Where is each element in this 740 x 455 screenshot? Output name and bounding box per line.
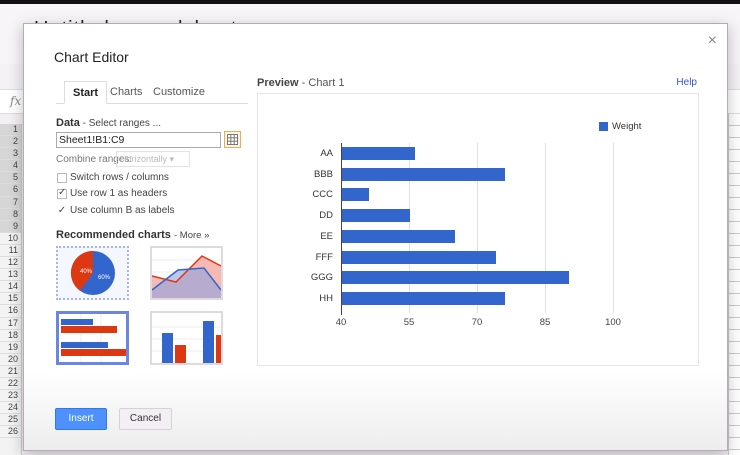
- thumbnail-bar-chart[interactable]: [56, 311, 129, 365]
- row-header[interactable]: 18: [0, 330, 21, 342]
- x-axis-tick-label: 70: [471, 316, 483, 328]
- switch-rows-columns-option[interactable]: Switch rows / columns: [57, 172, 169, 183]
- row-headers: 1 2 3 4 5 6 7 8 9 10 11 12 13 14 15 16 17 18 19 20 21 22 23 24 2…: [0, 124, 22, 455]
- row-header[interactable]: 8: [0, 208, 21, 221]
- bar-ccc: [342, 188, 370, 202]
- row-header[interactable]: 14: [0, 281, 21, 294]
- cancel-button[interactable]: Cancel: [119, 408, 172, 430]
- category-label: AA: [320, 148, 333, 159]
- use-row1-headers-option[interactable]: ✓ Use row 1 as headers: [57, 186, 168, 199]
- row-header[interactable]: 19: [0, 342, 21, 354]
- gridline: [409, 143, 410, 313]
- row-header[interactable]: 13: [0, 269, 21, 282]
- row-header[interactable]: 5: [0, 172, 21, 185]
- thumbnail-column-chart[interactable]: [150, 311, 223, 365]
- bar-ggg: [342, 271, 569, 285]
- help-link[interactable]: Help: [676, 77, 697, 88]
- category-label: FFF: [315, 251, 333, 263]
- legend-swatch: [599, 122, 608, 131]
- row-header[interactable]: 1: [0, 124, 21, 137]
- grid-icon: [227, 134, 238, 145]
- category-label: EE: [320, 230, 333, 242]
- bar-aa: [342, 147, 415, 160]
- row-header[interactable]: 12: [0, 257, 21, 270]
- checkbox-checked[interactable]: ✓: [57, 186, 67, 199]
- tab-charts[interactable]: Charts: [110, 86, 143, 98]
- row-header[interactable]: 4: [0, 160, 21, 173]
- chart-preview: [257, 93, 699, 366]
- chart-legend: Weight: [599, 121, 641, 132]
- gridline: [477, 143, 478, 313]
- bar-fff: [342, 250, 497, 264]
- dialog-title: Chart Editor: [54, 49, 129, 65]
- bar-ee: [342, 229, 456, 243]
- checkmark-icon[interactable]: ✓: [57, 205, 67, 216]
- row-header[interactable]: 24: [0, 402, 21, 415]
- category-label: HH: [319, 292, 333, 304]
- bar-chart-icon: [61, 314, 126, 362]
- row-header[interactable]: 25: [0, 414, 21, 427]
- svg-text:40%: 40%: [80, 269, 93, 275]
- row-header[interactable]: 26: [0, 426, 21, 439]
- row-header[interactable]: 3: [0, 148, 21, 161]
- use-columnb-labels-option[interactable]: ✓ Use column B as labels: [57, 205, 175, 216]
- pie-chart-icon: 40% 60%: [70, 250, 115, 295]
- x-axis-tick-label: 40: [335, 316, 347, 328]
- gridline: [545, 143, 546, 313]
- x-axis-tick-label: 55: [403, 316, 415, 328]
- column-chart-icon: [152, 321, 221, 363]
- area-chart-icon: [152, 255, 221, 298]
- bar-dd: [342, 209, 410, 223]
- combine-ranges-select[interactable]: Horizontally ▾: [116, 151, 190, 167]
- tab-start[interactable]: Start: [64, 81, 108, 104]
- svg-text:60%: 60%: [98, 275, 111, 281]
- row-header[interactable]: 10: [0, 233, 21, 245]
- close-icon[interactable]: ×: [707, 32, 717, 49]
- row-header[interactable]: 6: [0, 184, 21, 197]
- category-label: DD: [319, 210, 333, 222]
- row-header[interactable]: 20: [0, 354, 21, 366]
- y-axis-line: [341, 143, 342, 315]
- bar-hh: [342, 291, 506, 305]
- checkbox-unchecked[interactable]: [57, 172, 67, 183]
- category-label: CCC: [312, 189, 333, 201]
- preview-title: Preview - Chart 1: [257, 77, 345, 89]
- chart-name: - Chart 1: [298, 77, 345, 89]
- row-header[interactable]: 7: [0, 196, 21, 209]
- bar-bbb: [342, 167, 506, 181]
- data-label: Data: [56, 117, 80, 129]
- gridline: [613, 143, 614, 313]
- data-section-label: Data - Select ranges ...: [56, 117, 161, 129]
- row-header[interactable]: 15: [0, 293, 21, 306]
- thumbnail-area-chart[interactable]: [150, 246, 223, 300]
- insert-button[interactable]: Insert: [55, 408, 107, 430]
- row-header[interactable]: 2: [0, 136, 21, 149]
- x-axis-tick-label: 100: [605, 316, 621, 328]
- x-axis-tick-label: 85: [539, 316, 551, 328]
- row-header[interactable]: 17: [0, 318, 21, 330]
- select-ranges-link[interactable]: Select ranges ...: [88, 118, 161, 129]
- tab-customize[interactable]: Customize: [153, 86, 205, 98]
- row-header[interactable]: 11: [0, 245, 21, 258]
- grid-edge: [728, 114, 740, 455]
- editor-tabs: Start Charts Customize: [56, 81, 248, 104]
- row-header[interactable]: 23: [0, 390, 21, 403]
- range-input[interactable]: Sheet1!B1:C9: [56, 132, 221, 148]
- recommended-charts-label: Recommended charts - More »: [56, 229, 210, 241]
- category-label: BBB: [313, 168, 333, 180]
- category-label: GGG: [310, 272, 333, 284]
- row-header[interactable]: 16: [0, 305, 21, 318]
- more-charts-link[interactable]: - More »: [174, 230, 210, 241]
- row-header[interactable]: 22: [0, 378, 21, 391]
- row-header[interactable]: 9: [0, 220, 21, 233]
- fx-icon: fx: [10, 94, 22, 108]
- select-range-button[interactable]: [224, 131, 241, 148]
- row-header[interactable]: 21: [0, 366, 21, 378]
- combine-ranges-label: Combine ranges:: [56, 154, 133, 165]
- thumbnail-pie-chart[interactable]: 40% 60%: [56, 246, 129, 300]
- screen-top-edge: [0, 0, 740, 4]
- legend-label: Weight: [612, 121, 642, 132]
